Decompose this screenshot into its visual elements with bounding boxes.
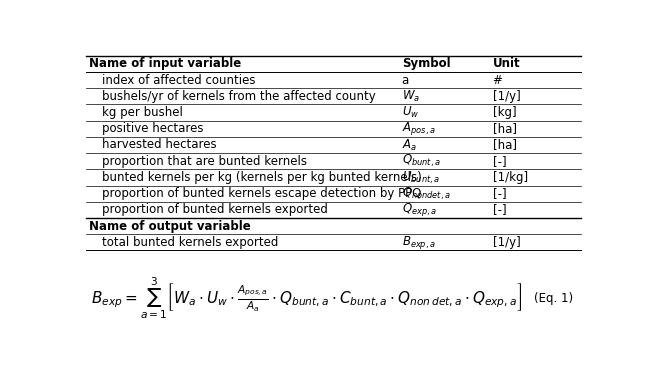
Text: bunted kernels per kg (kernels per kg bunted kernels): bunted kernels per kg (kernels per kg bu… — [102, 171, 421, 184]
Text: $A_{pos,a}$: $A_{pos,a}$ — [402, 120, 436, 137]
Text: #: # — [493, 74, 503, 87]
Text: $Q_{bunt,a}$: $Q_{bunt,a}$ — [402, 153, 441, 169]
Text: Symbol: Symbol — [402, 57, 450, 71]
Text: $B_{exp,a}$: $B_{exp,a}$ — [402, 234, 436, 251]
Text: [ha]: [ha] — [493, 122, 516, 135]
Text: [1/y]: [1/y] — [493, 90, 520, 103]
Text: $W_a$: $W_a$ — [402, 89, 420, 104]
Text: $Q_{exp,a}$: $Q_{exp,a}$ — [402, 201, 437, 218]
Text: proportion that are bunted kernels: proportion that are bunted kernels — [102, 155, 307, 168]
Text: Name of output variable: Name of output variable — [89, 220, 251, 232]
Text: [-]: [-] — [493, 187, 506, 200]
Text: $Q_{nondet,a}$: $Q_{nondet,a}$ — [402, 186, 450, 202]
Text: proportion of bunted kernels exported: proportion of bunted kernels exported — [102, 203, 327, 216]
Text: $U_w$: $U_w$ — [402, 105, 419, 120]
Text: [1/kg]: [1/kg] — [493, 171, 528, 184]
Text: index of affected counties: index of affected counties — [102, 74, 255, 87]
Text: [-]: [-] — [493, 203, 506, 216]
Text: Name of input variable: Name of input variable — [89, 57, 241, 71]
Text: (Eq. 1): (Eq. 1) — [534, 292, 574, 305]
Text: harvested hectares: harvested hectares — [102, 138, 216, 151]
Text: $B_{exp} = \sum_{a=1}^{3}\left[ W_a \cdot U_w \cdot \frac{A_{pos,a}}{A_a} \cdot : $B_{exp} = \sum_{a=1}^{3}\left[ W_a \cdo… — [91, 276, 523, 321]
Text: a: a — [402, 74, 409, 87]
Text: positive hectares: positive hectares — [102, 122, 203, 135]
Text: proportion of bunted kernels escape detection by PPQ: proportion of bunted kernels escape dete… — [102, 187, 421, 200]
Text: $U_{bunt,a}$: $U_{bunt,a}$ — [402, 169, 440, 186]
Text: $A_a$: $A_a$ — [402, 137, 417, 152]
Text: [1/y]: [1/y] — [493, 236, 520, 249]
Text: total bunted kernels exported: total bunted kernels exported — [102, 236, 278, 249]
Text: kg per bushel: kg per bushel — [102, 106, 182, 119]
Text: [kg]: [kg] — [493, 106, 516, 119]
Text: bushels/yr of kernels from the affected county: bushels/yr of kernels from the affected … — [102, 90, 376, 103]
Text: Unit: Unit — [493, 57, 520, 71]
Text: [-]: [-] — [493, 155, 506, 168]
Text: [ha]: [ha] — [493, 138, 516, 151]
